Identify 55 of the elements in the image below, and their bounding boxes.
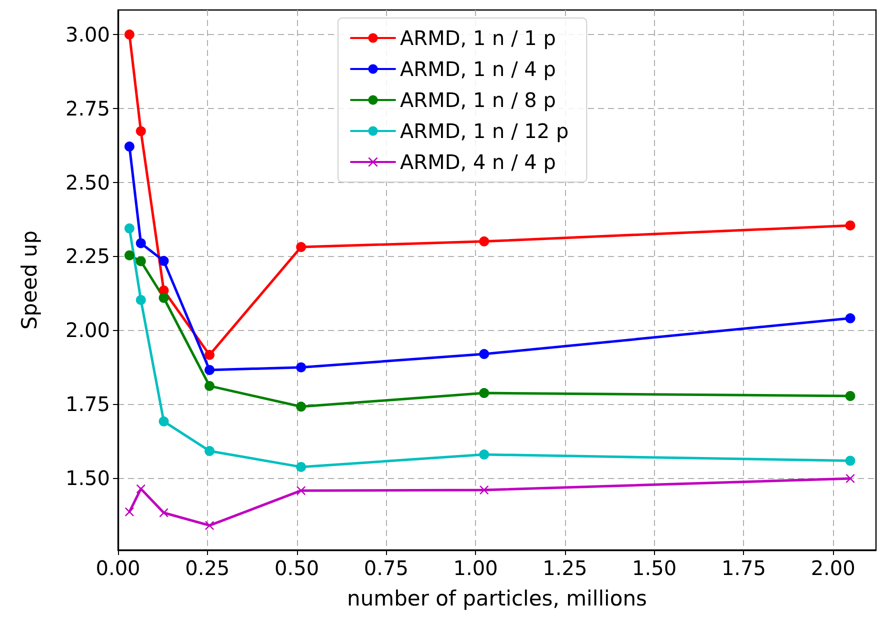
- y-tick-label: 2.50: [65, 170, 110, 194]
- point: [479, 236, 490, 246]
- point: [296, 242, 306, 252]
- x-tick-label: 0.00: [96, 556, 140, 580]
- point: [136, 256, 146, 266]
- point: [479, 349, 490, 360]
- x-tick-label: 1.75: [721, 556, 766, 580]
- point: [136, 238, 146, 248]
- point: [296, 402, 306, 412]
- point: [124, 142, 134, 152]
- point: [124, 30, 134, 40]
- y-tick-label: 3.00: [65, 22, 110, 47]
- point: [296, 362, 306, 372]
- point: [296, 462, 306, 472]
- point: [124, 250, 134, 260]
- x-tick-label: 1.50: [632, 556, 677, 580]
- x-tick-label: 0.50: [274, 556, 320, 580]
- point: [136, 294, 146, 305]
- legend-label: ARMD, 1 n / 12 p: [400, 119, 569, 143]
- legend-label: ARMD, 1 n / 4 p: [400, 57, 556, 81]
- point: [124, 223, 134, 234]
- point: [296, 486, 306, 496]
- point: [480, 486, 489, 494]
- x-tick-label: 1.00: [453, 556, 498, 580]
- point: [845, 313, 856, 324]
- x-tick-label: 0.75: [364, 556, 408, 580]
- point: [124, 507, 134, 516]
- x-axis-title: number of particles, millions: [347, 586, 647, 610]
- point: [846, 474, 855, 483]
- point: [136, 484, 146, 494]
- y-tick-label: 1.50: [65, 466, 110, 490]
- x-tick-label: 1.25: [542, 556, 588, 580]
- point: [158, 416, 169, 426]
- x-tick-label: 0.25: [185, 556, 230, 580]
- point: [479, 450, 490, 460]
- point: [136, 126, 146, 136]
- y-axis-title: Speed up: [18, 230, 42, 330]
- point: [204, 380, 215, 391]
- legend-label: ARMD, 1 n / 1 p: [400, 26, 556, 50]
- point: [845, 456, 856, 466]
- point: [204, 365, 215, 375]
- legend-label: ARMD, 1 n / 8 p: [400, 88, 556, 112]
- point: [479, 388, 490, 398]
- point: [845, 391, 856, 402]
- y-tick-label: 2.00: [65, 318, 110, 342]
- point: [845, 220, 856, 230]
- x-tick-label: 2.00: [810, 556, 856, 580]
- point: [158, 292, 169, 303]
- y-tick-label: 2.75: [65, 96, 110, 120]
- point: [204, 350, 215, 360]
- y-tick-label: 1.75: [65, 392, 110, 416]
- y-tick-label: 2.25: [65, 244, 110, 268]
- point: [204, 446, 215, 456]
- point: [158, 256, 169, 266]
- legend-label: ARMD, 4 n / 4 p: [400, 150, 556, 174]
